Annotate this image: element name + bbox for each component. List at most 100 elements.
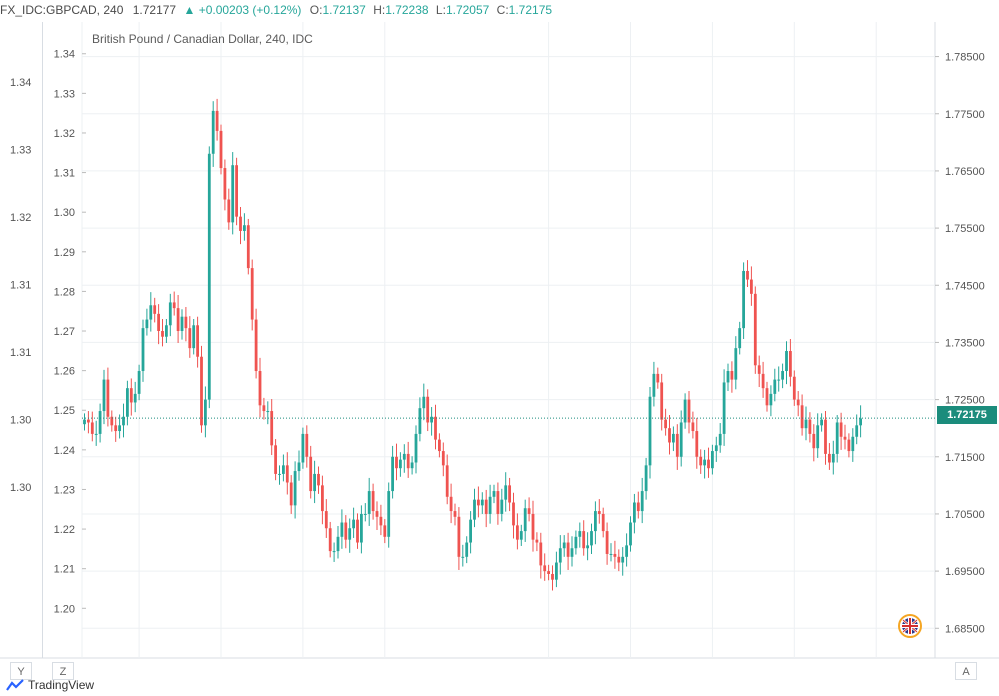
left-axis-label: 1.31: [54, 168, 75, 180]
candle-body: [859, 418, 862, 426]
candle-body: [824, 419, 827, 454]
candle-body: [375, 511, 379, 517]
candle-body: [336, 536, 340, 552]
candle-body: [414, 433, 418, 463]
candle-body: [83, 419, 86, 425]
candle-body: [640, 491, 644, 512]
candle-body: [196, 325, 199, 357]
left-axis-label: 1.33: [54, 88, 75, 100]
y-axis-button[interactable]: Y: [10, 662, 32, 680]
candlestick-chart[interactable]: 916232020132027Feb101.785001.775001.7650…: [0, 20, 999, 660]
left-axis-label: 1.28: [54, 286, 75, 298]
candle-body: [211, 110, 215, 154]
symbol-label[interactable]: FX_IDC:GBPCAD, 240: [0, 3, 124, 17]
candle-body: [551, 573, 554, 580]
candle-body: [753, 293, 757, 366]
candle-body: [687, 399, 691, 423]
candle-body: [601, 513, 605, 532]
candle-body: [402, 453, 406, 460]
candle-body: [504, 485, 508, 500]
candle-body: [582, 531, 586, 549]
candle-body: [473, 499, 476, 520]
tradingview-brand[interactable]: TradingView: [6, 678, 94, 692]
candle-body: [465, 542, 469, 557]
candle-body: [250, 268, 254, 320]
candle-body: [200, 356, 203, 426]
candle-body: [192, 325, 196, 349]
candle-body: [789, 351, 792, 377]
candle-body: [711, 451, 714, 469]
candle-body: [406, 453, 410, 469]
candle-body: [648, 396, 652, 466]
candle-body: [282, 465, 285, 474]
candle-body: [278, 473, 281, 475]
candle-body: [828, 453, 831, 463]
candle-body: [578, 531, 582, 537]
candle-body: [617, 556, 621, 563]
candle-body: [480, 499, 484, 506]
candle-body: [555, 562, 558, 580]
candle-body: [172, 302, 176, 309]
axis-controls: Y Z A: [0, 662, 999, 682]
candle-body: [258, 371, 262, 406]
candle-body: [293, 471, 297, 506]
candle-body: [399, 459, 402, 469]
z-axis-button[interactable]: Z: [52, 662, 74, 680]
candle-body: [418, 408, 422, 434]
high-value: 1.72238: [385, 3, 429, 17]
candle-body: [683, 399, 687, 423]
candle-body: [562, 542, 566, 549]
candle-body: [274, 445, 277, 474]
candle-body: [133, 393, 137, 403]
candle-body: [122, 416, 125, 426]
candle-body: [792, 376, 796, 400]
candle-body: [344, 522, 348, 540]
candle-body: [730, 371, 734, 380]
candle-body: [239, 216, 242, 231]
candle-body: [301, 433, 305, 463]
candle-body: [297, 462, 301, 472]
chart-title: British Pound / Canadian Dollar, 240, ID…: [92, 32, 313, 46]
left-axis-label: 1.21: [54, 564, 75, 576]
candle-body: [254, 319, 258, 372]
candle-body: [434, 416, 437, 440]
candle-body: [800, 405, 804, 429]
candle-body: [126, 388, 129, 417]
candle-body: [289, 482, 293, 506]
change-value: +0.00203 (+0.12%): [198, 3, 302, 17]
outer-left-axis-label: 1.33: [10, 145, 31, 157]
candle-body: [820, 419, 823, 426]
candle-body: [129, 388, 133, 403]
candle-body: [383, 525, 387, 537]
left-axis-label: 1.24: [54, 445, 75, 457]
candle-body: [305, 433, 309, 457]
candle-body: [340, 522, 344, 537]
candle-body: [215, 110, 219, 131]
candle-body: [855, 425, 859, 437]
candle-body: [597, 511, 601, 514]
candle-body: [387, 491, 391, 537]
open-value: 1.72137: [322, 3, 366, 17]
low-value: 1.72057: [445, 3, 490, 17]
candle-body: [847, 439, 851, 452]
candle-body: [356, 519, 359, 543]
candle-body: [180, 316, 184, 331]
uk-flag-icon[interactable]: [898, 614, 922, 638]
candle-body: [469, 519, 472, 543]
candle-body: [219, 130, 223, 169]
candle-body: [660, 382, 664, 420]
outer-left-axis-label: 1.32: [10, 212, 31, 224]
right-axis-label: 1.72500: [945, 395, 985, 407]
auto-scale-button[interactable]: A: [955, 662, 977, 680]
candle-body: [839, 422, 843, 437]
candle-body: [161, 330, 164, 337]
candle-body: [188, 328, 192, 349]
candle-body: [746, 270, 749, 280]
candle-body: [629, 522, 632, 546]
candle-body: [738, 328, 742, 349]
left-axis-label: 1.25: [54, 405, 75, 417]
candle-body: [106, 379, 110, 417]
right-axis-label: 1.75500: [945, 223, 985, 235]
right-axis-label: 1.69500: [945, 566, 985, 578]
right-axis-label: 1.71500: [945, 452, 985, 464]
